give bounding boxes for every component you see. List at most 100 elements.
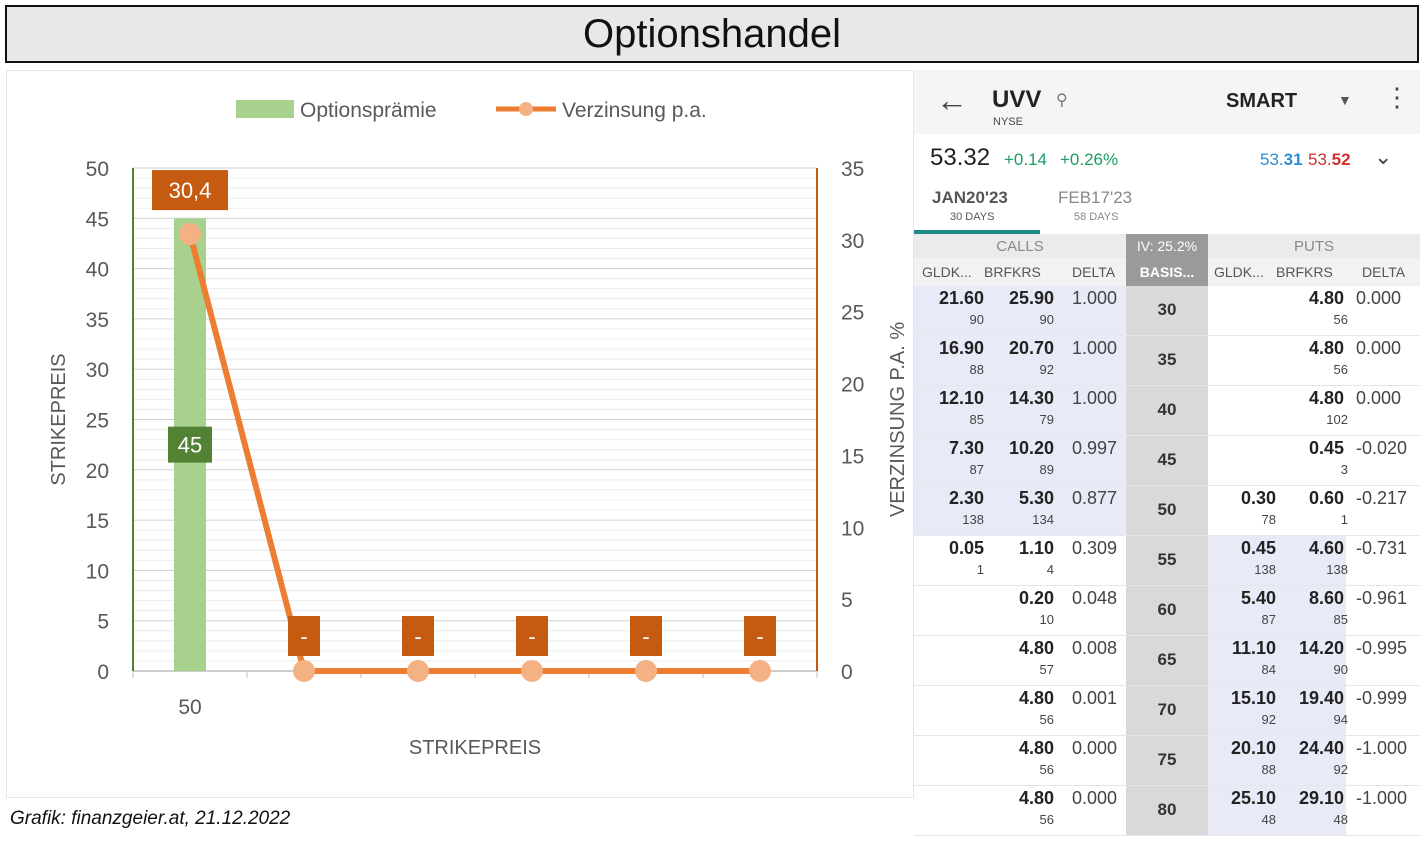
call-delta: 0.008: [1072, 638, 1118, 658]
put-ask[interactable]: 4.80: [1308, 288, 1344, 308]
itm-puts-shade: [1208, 786, 1346, 835]
put-bid-size: 84: [1261, 662, 1276, 677]
put-delta: -0.217: [1356, 488, 1408, 508]
strike-price[interactable]: 40: [1157, 400, 1177, 419]
right-y-tick-label: 10: [841, 517, 864, 540]
strike-price[interactable]: 50: [1157, 500, 1177, 519]
call-delta: 1.000: [1072, 338, 1118, 358]
option-chain-row[interactable]: 4.80 56 0.001 70 15.10 92 19.40 94 -0.999: [914, 686, 1420, 736]
strike-price[interactable]: 60: [1157, 600, 1177, 619]
call-ask[interactable]: 10.20: [1008, 438, 1054, 458]
call-ask[interactable]: 14.30: [1008, 388, 1054, 408]
put-bid[interactable]: 0.30: [1240, 488, 1276, 508]
call-ask[interactable]: 25.90: [1008, 288, 1054, 308]
put-ask[interactable]: 4.80: [1308, 388, 1344, 408]
put-ask[interactable]: 4.60: [1308, 538, 1344, 558]
put-ask[interactable]: 19.40: [1298, 688, 1344, 708]
put-bid[interactable]: 20.10: [1230, 738, 1276, 758]
option-chain-row[interactable]: 0.05 1 1.10 4 0.309 55 0.45 138 4.60 138 -0.731: [914, 536, 1420, 586]
put-ask-size: 138: [1326, 562, 1348, 577]
call-bid[interactable]: 16.90: [938, 338, 984, 358]
put-ask[interactable]: 29.10: [1298, 788, 1344, 808]
arrow-left-icon[interactable]: ←: [936, 82, 968, 118]
left-y-tick-label: 15: [86, 510, 109, 533]
call-delta: 0.000: [1072, 788, 1118, 808]
search-icon[interactable]: ⚲: [1056, 92, 1068, 109]
strike-price[interactable]: 70: [1157, 700, 1177, 719]
put-ask-size: 85: [1333, 612, 1348, 627]
ask-prefix: 53.: [1308, 150, 1332, 169]
call-ask[interactable]: 0.20: [1018, 588, 1054, 608]
put-bid[interactable]: 0.45: [1240, 538, 1276, 558]
puts-bid-header[interactable]: GLDK...: [1214, 264, 1264, 280]
tab-feb17[interactable]: FEB17'23: [1058, 188, 1133, 207]
call-bid[interactable]: 21.60: [938, 288, 984, 308]
option-chain-row[interactable]: 7.30 87 10.20 89 0.997 45 0.45 3 -0.020: [914, 436, 1420, 486]
put-ask[interactable]: 0.45: [1308, 438, 1344, 458]
tab-jan20-days: 30 DAYS: [950, 211, 995, 223]
option-chain-row[interactable]: 4.80 56 0.000 80 25.10 48 29.10 48 -1.000: [914, 786, 1420, 836]
put-ask[interactable]: 24.40: [1298, 738, 1344, 758]
tab-jan20[interactable]: JAN20'23: [932, 188, 1008, 207]
puts-ask-header[interactable]: BRFKRS: [1276, 264, 1333, 280]
legend-marker-verzinsung: [519, 102, 533, 116]
put-delta: -0.020: [1356, 438, 1408, 458]
strike-price[interactable]: 30: [1157, 300, 1177, 319]
put-bid[interactable]: 25.10: [1230, 788, 1276, 808]
routing-selector[interactable]: SMART: [1226, 90, 1298, 112]
strike-column-header[interactable]: BASIS...: [1126, 258, 1208, 286]
put-delta: -0.731: [1356, 538, 1408, 558]
strike-price[interactable]: 80: [1157, 800, 1177, 819]
option-chain-row[interactable]: 2.30 138 5.30 134 0.877 50 0.30 78 0.60 1 -0.217: [914, 486, 1420, 536]
left-y-tick-label: 40: [86, 259, 109, 282]
put-bid[interactable]: 11.10: [1231, 638, 1276, 658]
call-ask[interactable]: 1.10: [1018, 538, 1054, 558]
calls-ask-header[interactable]: BRFKRS: [984, 264, 1041, 280]
put-bid[interactable]: 5.40: [1240, 588, 1276, 608]
strike-price[interactable]: 65: [1157, 650, 1177, 669]
strike-price[interactable]: 35: [1157, 350, 1177, 369]
call-ask[interactable]: 20.70: [1008, 338, 1054, 358]
option-chain-row[interactable]: 16.90 88 20.70 92 1.000 35 4.80 56 0.000: [914, 336, 1420, 386]
caret-down-icon[interactable]: ▼: [1338, 92, 1352, 108]
option-chain-row[interactable]: 0.20 10 0.048 60 5.40 87 8.60 85 -0.961: [914, 586, 1420, 636]
call-bid[interactable]: 0.05: [948, 538, 984, 558]
strike-price[interactable]: 45: [1157, 450, 1177, 469]
strike-column: [1126, 286, 1208, 836]
more-vert-icon[interactable]: ⋮: [1384, 82, 1410, 112]
call-ask-size: 56: [1039, 762, 1054, 777]
calls-delta-header[interactable]: DELTA: [1072, 264, 1116, 280]
call-ask[interactable]: 4.80: [1018, 638, 1054, 658]
call-delta: 0.877: [1072, 488, 1118, 508]
call-bid[interactable]: 12.10: [938, 388, 984, 408]
itm-puts-shade: [1208, 586, 1346, 635]
call-bid[interactable]: 2.30: [948, 488, 984, 508]
left-y-tick-label: 5: [97, 611, 109, 634]
put-bid[interactable]: 15.10: [1230, 688, 1276, 708]
line-marker-verzinsung: [293, 660, 315, 682]
call-bid[interactable]: 7.30: [948, 438, 984, 458]
option-chain-row[interactable]: 4.80 57 0.008 65 11.10 84 14.20 90 -0.995: [914, 636, 1420, 686]
puts-delta-header[interactable]: DELTA: [1362, 264, 1406, 280]
option-chain-row[interactable]: 21.60 90 25.90 90 1.000 30 4.80 56 0.000: [914, 286, 1420, 336]
put-ask[interactable]: 14.20: [1298, 638, 1344, 658]
call-delta: 0.000: [1072, 738, 1118, 758]
strike-price[interactable]: 55: [1157, 550, 1177, 569]
line-marker-verzinsung: [635, 660, 657, 682]
call-ask[interactable]: 5.30: [1018, 488, 1054, 508]
chevron-down-icon[interactable]: ⌄: [1374, 144, 1393, 169]
call-ask[interactable]: 4.80: [1018, 788, 1054, 808]
bar-data-label: 45: [178, 433, 202, 458]
put-ask[interactable]: 0.60: [1308, 488, 1344, 508]
strike-price[interactable]: 75: [1157, 750, 1177, 769]
call-ask[interactable]: 4.80: [1018, 688, 1054, 708]
option-chain-row[interactable]: 12.10 85 14.30 79 1.000 40 4.80 102 0.000: [914, 386, 1420, 436]
tab-feb17-days: 58 DAYS: [1074, 211, 1119, 223]
option-chain-row[interactable]: 4.80 56 0.000 75 20.10 88 24.40 92 -1.000: [914, 736, 1420, 786]
call-ask[interactable]: 4.80: [1018, 738, 1054, 758]
put-ask[interactable]: 8.60: [1308, 588, 1344, 608]
put-ask[interactable]: 4.80: [1308, 338, 1344, 358]
put-delta: -0.999: [1356, 688, 1408, 708]
put-delta: -1.000: [1356, 788, 1408, 808]
calls-bid-header[interactable]: GLDK...: [922, 264, 972, 280]
